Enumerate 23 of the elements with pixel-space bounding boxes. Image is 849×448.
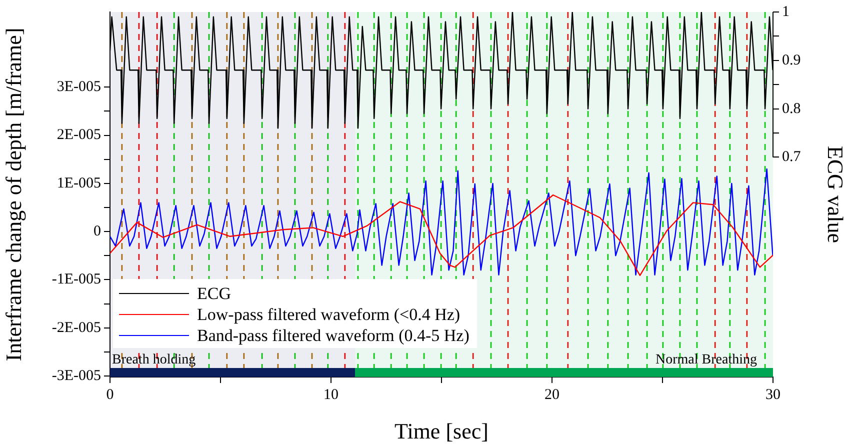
y-tick-label: 0 xyxy=(94,224,101,240)
legend-label: Band-pass filtered waveform (0.4-5 Hz) xyxy=(197,325,470,346)
x-axis-title: Time [sec] xyxy=(394,418,488,444)
x-tick-label: 30 xyxy=(766,386,780,403)
x-tick-label: 0 xyxy=(106,386,114,403)
y-tick-label: 1E-005 xyxy=(56,175,101,192)
x-tick-label: 10 xyxy=(324,386,338,403)
y-tick-label: 3E-005 xyxy=(56,79,101,96)
legend-label: Low-pass filtered waveform (<0.4 Hz) xyxy=(197,304,460,325)
y-tick-label: -2E-005 xyxy=(52,320,101,336)
y2-axis-title: ECG value xyxy=(823,146,848,244)
band-label: Normal Breathing xyxy=(656,352,757,368)
y2-tick-label: 1 xyxy=(782,4,790,20)
y2-tick-label: 0.9 xyxy=(782,52,801,68)
y2-tick-label: 0.8 xyxy=(782,100,801,117)
y-tick-label: 2E-005 xyxy=(56,127,101,144)
y2-tick-label: 0.7 xyxy=(782,149,802,166)
band-label: Breath holding xyxy=(112,352,196,368)
y-tick-label: -3E-005 xyxy=(52,368,101,384)
y-axis-title: Interframe change of depth [m/frame] xyxy=(0,28,26,362)
legend-label: ECG xyxy=(197,283,231,304)
y-tick-label: -1E-005 xyxy=(52,272,101,288)
x-tick-label: 20 xyxy=(544,386,560,403)
